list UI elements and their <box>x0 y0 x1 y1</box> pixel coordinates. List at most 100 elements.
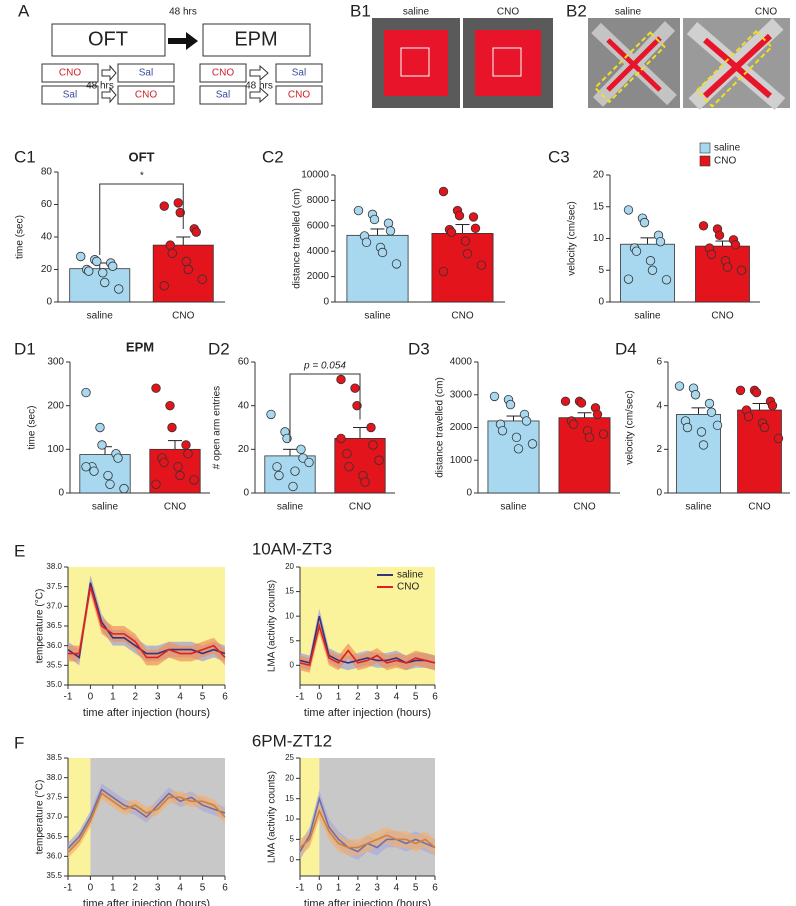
data-point <box>183 449 193 459</box>
data-point <box>704 398 715 409</box>
data-point <box>344 462 354 472</box>
y-tick-label: 0 <box>46 297 52 308</box>
chart-title: 6PM-ZT12 <box>252 731 332 750</box>
data-point <box>181 440 191 450</box>
data-point <box>361 237 372 248</box>
y-tick-label: 2000 <box>450 422 473 433</box>
data-point <box>165 400 175 411</box>
error-band <box>300 802 435 856</box>
data-point <box>568 419 579 429</box>
y-tick-label: 0 <box>598 297 604 308</box>
epm-label: EPM <box>234 28 277 50</box>
data-point <box>119 483 129 494</box>
data-point <box>274 470 284 481</box>
data-point <box>468 212 479 222</box>
y-tick-label: 36.0 <box>46 851 62 860</box>
data-point <box>189 475 199 485</box>
y-axis-label: distance travelled (cm) <box>292 188 303 289</box>
data-point <box>352 400 362 411</box>
y-tick-label: 60 <box>41 199 53 210</box>
gap-label: 48 hrs <box>86 81 114 92</box>
data-point <box>759 422 770 433</box>
box <box>275 63 323 83</box>
data-point <box>460 236 471 246</box>
data-point <box>661 275 672 285</box>
image-label: CNO <box>497 7 519 18</box>
data-point <box>476 260 487 270</box>
data-point <box>560 396 571 407</box>
x-tick-label: 1 <box>336 883 342 894</box>
bar <box>620 243 675 303</box>
bracket <box>99 183 184 255</box>
y-tick-label: 2000 <box>307 271 330 282</box>
x-tick-label: 5 <box>200 692 206 703</box>
box <box>41 85 99 105</box>
data-point <box>350 383 360 393</box>
shading <box>319 758 435 876</box>
data-point <box>576 398 587 408</box>
x-tick-label: saline <box>277 502 304 513</box>
data-point <box>454 210 465 221</box>
y-tick-label: 0 <box>323 297 329 308</box>
y-tick-label: 37.5 <box>46 792 62 801</box>
y-tick-label: 36.5 <box>46 832 62 841</box>
annotation: p = 0.054 <box>303 361 346 372</box>
data-point <box>714 230 725 241</box>
legend-swatch <box>699 142 711 154</box>
line <box>299 808 436 849</box>
data-point <box>98 268 108 278</box>
x-tick-label: 6 <box>432 883 438 894</box>
data-point <box>353 205 364 216</box>
panel-label: D3 <box>408 339 430 358</box>
data-point <box>360 477 370 487</box>
data-point <box>470 223 481 234</box>
data-point <box>97 440 107 450</box>
bar <box>152 244 214 303</box>
data-point <box>113 453 123 463</box>
y-tick-label: 100 <box>47 444 64 455</box>
data-point <box>698 440 709 450</box>
y-tick-label: 38.5 <box>46 753 62 762</box>
data-point <box>383 218 394 228</box>
data-point <box>743 411 754 422</box>
y-tick-label: 37.0 <box>46 812 62 821</box>
data-point <box>385 226 396 236</box>
y-tick-label: 0 <box>58 488 64 499</box>
data-point <box>175 207 185 218</box>
data-point <box>103 470 113 481</box>
panel-label: E <box>14 541 25 560</box>
y-tick-label: 20 <box>285 562 294 571</box>
panel-label: C3 <box>548 147 570 166</box>
error-band <box>68 578 225 666</box>
y-tick-label: 36.0 <box>46 641 62 650</box>
track <box>475 30 541 96</box>
panel-label: B2 <box>566 1 587 20</box>
data-point <box>108 261 118 271</box>
x-tick-label: 6 <box>432 692 438 703</box>
data-point <box>84 266 94 276</box>
chart-title: EPM <box>126 339 154 354</box>
x-axis-label: time after injection (hours) <box>83 707 210 719</box>
data-point <box>159 281 169 291</box>
x-tick-label: CNO <box>164 502 186 513</box>
data-point <box>584 432 595 443</box>
center-zone <box>492 47 522 77</box>
data-point <box>623 205 634 215</box>
x-tick-label: 3 <box>155 883 161 894</box>
y-tick-label: 4000 <box>450 357 473 368</box>
y-tick-label: 1000 <box>450 455 473 466</box>
data-point <box>438 186 449 197</box>
x-tick-label: saline <box>500 502 527 513</box>
center-zone <box>400 47 430 77</box>
x-tick-label: 5 <box>413 692 419 703</box>
data-point <box>81 462 91 472</box>
x-tick-label: 5 <box>200 883 206 894</box>
y-tick-label: 4 <box>656 400 662 411</box>
y-axis-label: time (sec) <box>27 406 38 450</box>
data-point <box>175 470 185 481</box>
y-tick-label: 15 <box>593 201 605 212</box>
x-axis-label: time after injection (hours) <box>304 898 431 906</box>
data-point <box>690 390 701 400</box>
panel-label: F <box>14 733 24 752</box>
y-tick-label: 6000 <box>307 220 330 231</box>
